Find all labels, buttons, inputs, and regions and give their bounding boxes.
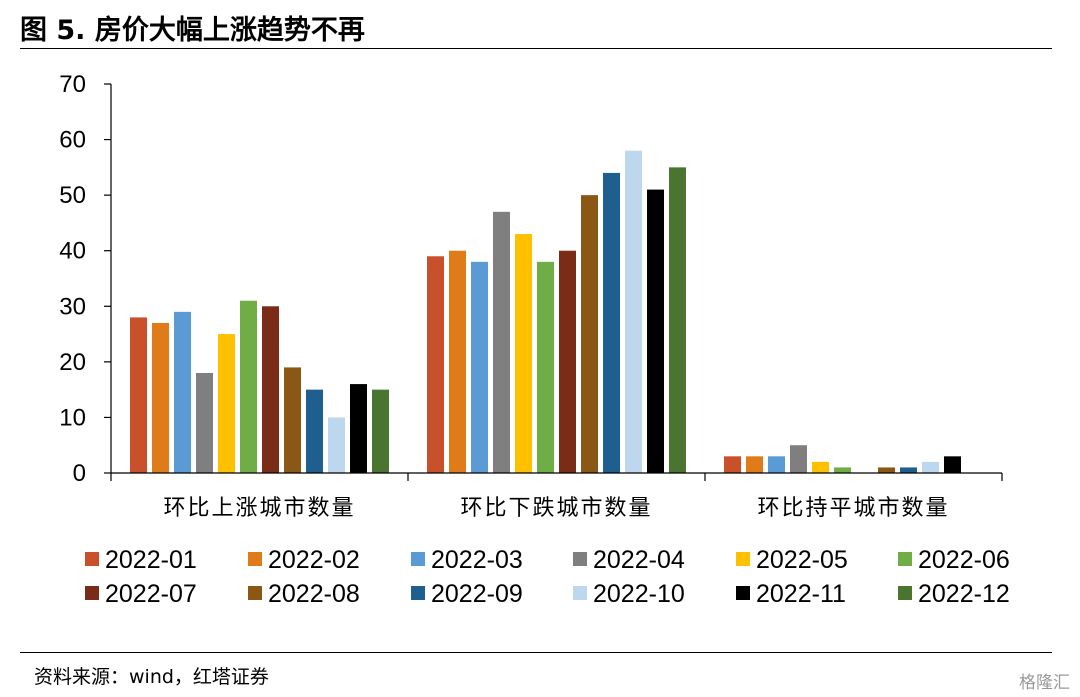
bar: [922, 461, 939, 473]
bar: [196, 372, 213, 473]
y-tick-label: 0: [73, 460, 86, 487]
legend-swatch: [573, 586, 587, 600]
y-axis: 0 10 20 30 40 50 60 70: [59, 71, 112, 487]
bar: [768, 456, 785, 473]
bar: [647, 189, 664, 474]
legend-label: 2022-03: [431, 546, 523, 574]
bar: [669, 167, 686, 473]
legend-label: 2022-11: [756, 580, 846, 608]
legend-label: 2022-08: [268, 580, 360, 608]
bar: [218, 334, 235, 473]
legend-swatch: [411, 552, 425, 566]
bar: [559, 250, 576, 473]
legend-label: 2022-10: [593, 580, 685, 608]
bar: [812, 461, 829, 473]
bar: [350, 384, 367, 473]
legend-swatch: [736, 586, 750, 600]
bar: [581, 195, 598, 473]
bar: [603, 172, 620, 473]
legend-swatch: [85, 552, 99, 566]
legend-label: 2022-07: [105, 580, 197, 608]
legend-swatch: [898, 586, 912, 600]
bar: [900, 467, 917, 473]
y-tick-label: 40: [59, 238, 86, 265]
bar: [537, 261, 554, 473]
bar: [130, 317, 147, 473]
legend-swatch: [898, 552, 912, 566]
y-tick-label: 70: [59, 71, 86, 98]
legend-label: 2022-02: [268, 546, 360, 574]
bar: [746, 456, 763, 473]
category-label: 环比持平城市数量: [757, 496, 949, 521]
legend-label: 2022-04: [593, 546, 685, 574]
legend-label: 2022-01: [105, 546, 197, 574]
footer-rule: [20, 652, 1052, 653]
bar: [790, 445, 807, 473]
bar: [240, 300, 257, 473]
bar: [944, 456, 961, 473]
legend-swatch: [411, 586, 425, 600]
y-tick-label: 20: [59, 349, 86, 376]
legend-swatch: [736, 552, 750, 566]
legend-swatch: [85, 586, 99, 600]
legend-label: 2022-06: [918, 546, 1010, 574]
bar: [284, 367, 301, 473]
x-axis: 环比上涨城市数量 环比下跌城市数量 环比持平城市数量: [110, 472, 1003, 521]
bar: [262, 306, 279, 473]
watermark: 格隆汇: [1019, 673, 1070, 693]
bar: [834, 467, 851, 473]
bar: [878, 467, 895, 473]
title-rule: [20, 48, 1052, 49]
bar: [625, 150, 642, 473]
legend-label: 2022-09: [431, 580, 523, 608]
y-tick-label: 30: [59, 293, 86, 320]
category-label: 环比上涨城市数量: [163, 496, 355, 521]
legend-swatch: [248, 552, 262, 566]
bar: [372, 389, 389, 473]
bar: [493, 211, 510, 474]
bar: [328, 417, 345, 473]
bar: [724, 456, 741, 473]
y-tick-label: 50: [59, 182, 86, 209]
bar: [515, 234, 532, 473]
bar: [174, 311, 191, 473]
source-note: 资料来源：wind，红塔证券: [34, 666, 269, 688]
legend: 2022-01 2022-02 2022-03 2022-04 2022-05 2022-…: [85, 546, 1010, 608]
bar: [471, 261, 488, 473]
bars: [130, 150, 961, 474]
legend-swatch: [248, 586, 262, 600]
bar: [306, 389, 323, 473]
y-tick-label: 10: [59, 404, 86, 431]
legend-label: 2022-05: [756, 546, 848, 574]
y-tick-label: 60: [59, 127, 86, 154]
bar: [152, 322, 169, 473]
legend-swatch: [573, 552, 587, 566]
bar: [427, 256, 444, 473]
legend-label: 2022-12: [918, 580, 1010, 608]
category-label: 环比下跌城市数量: [460, 496, 652, 521]
figure-title: 图 5. 房价大幅上涨趋势不再: [20, 15, 365, 46]
bar: [449, 250, 466, 473]
